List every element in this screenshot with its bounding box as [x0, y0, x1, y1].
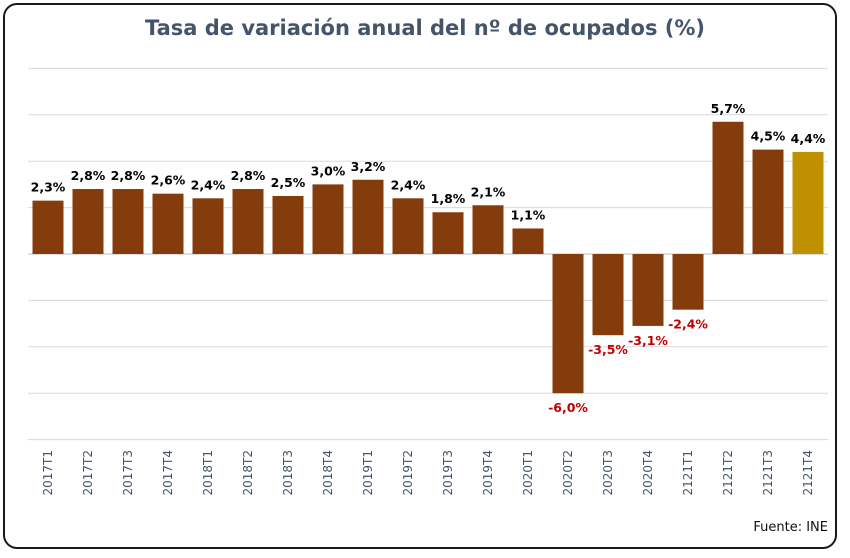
bar-2020T3 [592, 254, 624, 336]
tick-label: 2121T2 [721, 450, 735, 496]
data-label: 3,2% [351, 159, 386, 174]
tick-label: 2020T1 [521, 450, 535, 496]
tick-label: 2019T4 [481, 450, 495, 496]
tick-label: 2017T2 [81, 450, 95, 496]
bar-2121T4 [792, 151, 824, 254]
bar-2020T1 [512, 228, 544, 254]
chart-title: Tasa de variación anual del nº de ocupad… [144, 16, 706, 40]
tick-label: 2018T2 [241, 450, 255, 496]
tick-label: 2121T4 [801, 450, 815, 496]
data-label: 2,8% [111, 168, 146, 183]
data-label: 1,1% [511, 207, 546, 222]
data-label: 2,4% [391, 177, 426, 192]
bar-2121T3 [752, 149, 784, 254]
tick-label: 2020T4 [641, 450, 655, 496]
tick-label: 2121T3 [761, 450, 775, 496]
tick-label: 2019T3 [441, 450, 455, 496]
tick-label: 2018T3 [281, 450, 295, 496]
bar-2121T2 [712, 121, 744, 254]
data-label: -2,4% [668, 317, 708, 332]
data-label: 5,7% [711, 101, 746, 116]
data-label: 2,8% [231, 168, 266, 183]
data-label: 2,3% [31, 180, 66, 195]
data-label: 2,8% [71, 168, 106, 183]
bar-2018T1 [192, 198, 224, 254]
data-label: -3,1% [628, 333, 668, 348]
data-labels: 2,3% 2,8% 2,8% 2,6% 2,4% 2,8% 2,5% 3,0% 3,2% 2,4%… [31, 101, 826, 415]
bars [32, 121, 824, 394]
bar-2017T1 [32, 200, 64, 254]
bar-2017T2 [72, 189, 104, 254]
data-label: 2,6% [151, 173, 186, 188]
tick-label: 2121T1 [681, 450, 695, 496]
bar-2017T3 [112, 189, 144, 254]
x-axis-ticks: 2017T1 2017T2 2017T3 2017T4 2018T1 2018T2 2018… [41, 450, 815, 496]
bar-2018T4 [312, 184, 344, 254]
data-label: 2,5% [271, 175, 306, 190]
data-label: -6,0% [548, 400, 588, 415]
tick-label: 2017T3 [121, 450, 135, 496]
bar-2018T2 [232, 189, 264, 254]
tick-label: 2019T1 [361, 450, 375, 496]
data-label: 4,4% [791, 131, 826, 146]
data-label: 1,8% [431, 191, 466, 206]
tick-label: 2018T4 [321, 450, 335, 496]
tick-label: 2018T1 [201, 450, 215, 496]
data-label: 2,4% [191, 177, 226, 192]
data-label: 3,0% [311, 163, 346, 178]
bar-2018T3 [272, 196, 304, 254]
bar-2020T2 [552, 254, 584, 394]
bar-2019T4 [472, 205, 504, 254]
tick-label: 2019T2 [401, 450, 415, 496]
bar-2020T4 [632, 254, 664, 326]
data-label: -3,5% [588, 342, 628, 357]
bar-2019T1 [352, 179, 384, 254]
bar-2019T3 [432, 212, 464, 254]
tick-label: 2020T3 [601, 450, 615, 496]
bar-2121T1 [672, 254, 704, 310]
bar-2017T4 [152, 193, 184, 254]
source-note: Fuente: INE [753, 520, 828, 535]
gridlines [28, 67, 828, 441]
data-label: 2,1% [471, 184, 506, 199]
tick-label: 2020T2 [561, 450, 575, 496]
tick-label: 2017T4 [161, 450, 175, 496]
tick-label: 2017T1 [41, 450, 55, 496]
data-label: 4,5% [751, 129, 786, 144]
bar-2019T2 [392, 198, 424, 254]
